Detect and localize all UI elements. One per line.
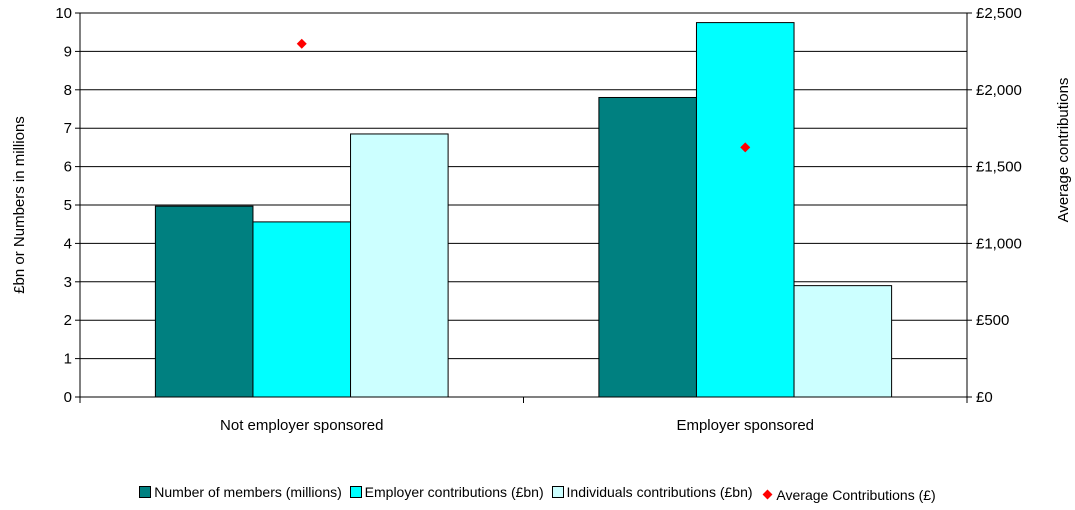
bar-0-1 <box>598 96 697 398</box>
left-tick-label: 1 <box>64 351 72 368</box>
legend-label-average: Average Contributions (£) <box>776 486 936 503</box>
right-tick-label: £500 <box>976 312 1009 329</box>
legend-item-average: Average Contributions (£) <box>760 486 936 503</box>
legend-label-employer: Employer contributions (£bn) <box>364 484 544 500</box>
left-tick-label: 0 <box>64 389 72 406</box>
category-labels: Not employer sponsored Employer sponsored <box>220 417 814 434</box>
left-tick-label: 3 <box>64 274 72 291</box>
bar-1-1 <box>695 22 795 398</box>
bar-1-0 <box>252 221 352 398</box>
right-tick-label: £2,500 <box>976 5 1022 22</box>
legend-label-members: Number of members (millions) <box>154 484 342 500</box>
legend: Number of members (millions) Employer co… <box>0 484 1075 503</box>
category-label: Employer sponsored <box>676 417 814 434</box>
legend-item-individuals: Individuals contributions (£bn) <box>551 484 753 500</box>
bar-0-0 <box>154 205 254 398</box>
left-tick-label: 8 <box>64 82 72 99</box>
average-point-0 <box>296 38 307 49</box>
scatter-points <box>296 38 751 153</box>
legend-swatch-employer <box>349 486 362 498</box>
legend-label-individuals: Individuals contributions (£bn) <box>566 484 753 500</box>
right-tick-label: £1,500 <box>976 159 1022 176</box>
left-tick-label: 5 <box>64 197 72 214</box>
left-tick-label: 4 <box>64 235 72 252</box>
right-tick-label: £2,000 <box>976 82 1022 99</box>
left-tick-label: 10 <box>55 5 72 22</box>
left-tick-label: 2 <box>64 312 72 329</box>
bar-2-1 <box>793 285 893 398</box>
right-tick-label: £1,000 <box>976 235 1022 252</box>
legend-swatch-individuals <box>551 486 564 498</box>
legend-item-employer: Employer contributions (£bn) <box>349 484 544 500</box>
left-axis-title: £bn or Numbers in millions <box>11 116 28 294</box>
legend-item-members: Number of members (millions) <box>139 484 342 500</box>
bars <box>154 22 893 398</box>
left-tick-label: 6 <box>64 159 72 176</box>
left-axis-ticks: 0 1 2 3 4 5 6 7 8 9 10 <box>55 5 72 406</box>
axes <box>75 12 972 403</box>
right-axis-ticks: £0 £500 £1,000 £1,500 £2,000 £2,500 <box>976 5 1022 406</box>
chart-area: 0 1 2 3 4 5 6 7 8 9 10 £0 £500 £1,000 £1,500 £2,000 £2,… <box>11 5 1072 434</box>
category-label: Not employer sponsored <box>220 417 383 434</box>
legend-diamond-average <box>762 489 773 500</box>
legend-swatch-members <box>139 486 152 498</box>
left-tick-label: 9 <box>64 43 72 60</box>
right-tick-label: £0 <box>976 389 993 406</box>
right-axis-title: Average contributions <box>1055 78 1072 223</box>
bar-2-0 <box>350 133 449 398</box>
average-point-1 <box>740 142 751 153</box>
left-tick-label: 7 <box>64 120 72 137</box>
